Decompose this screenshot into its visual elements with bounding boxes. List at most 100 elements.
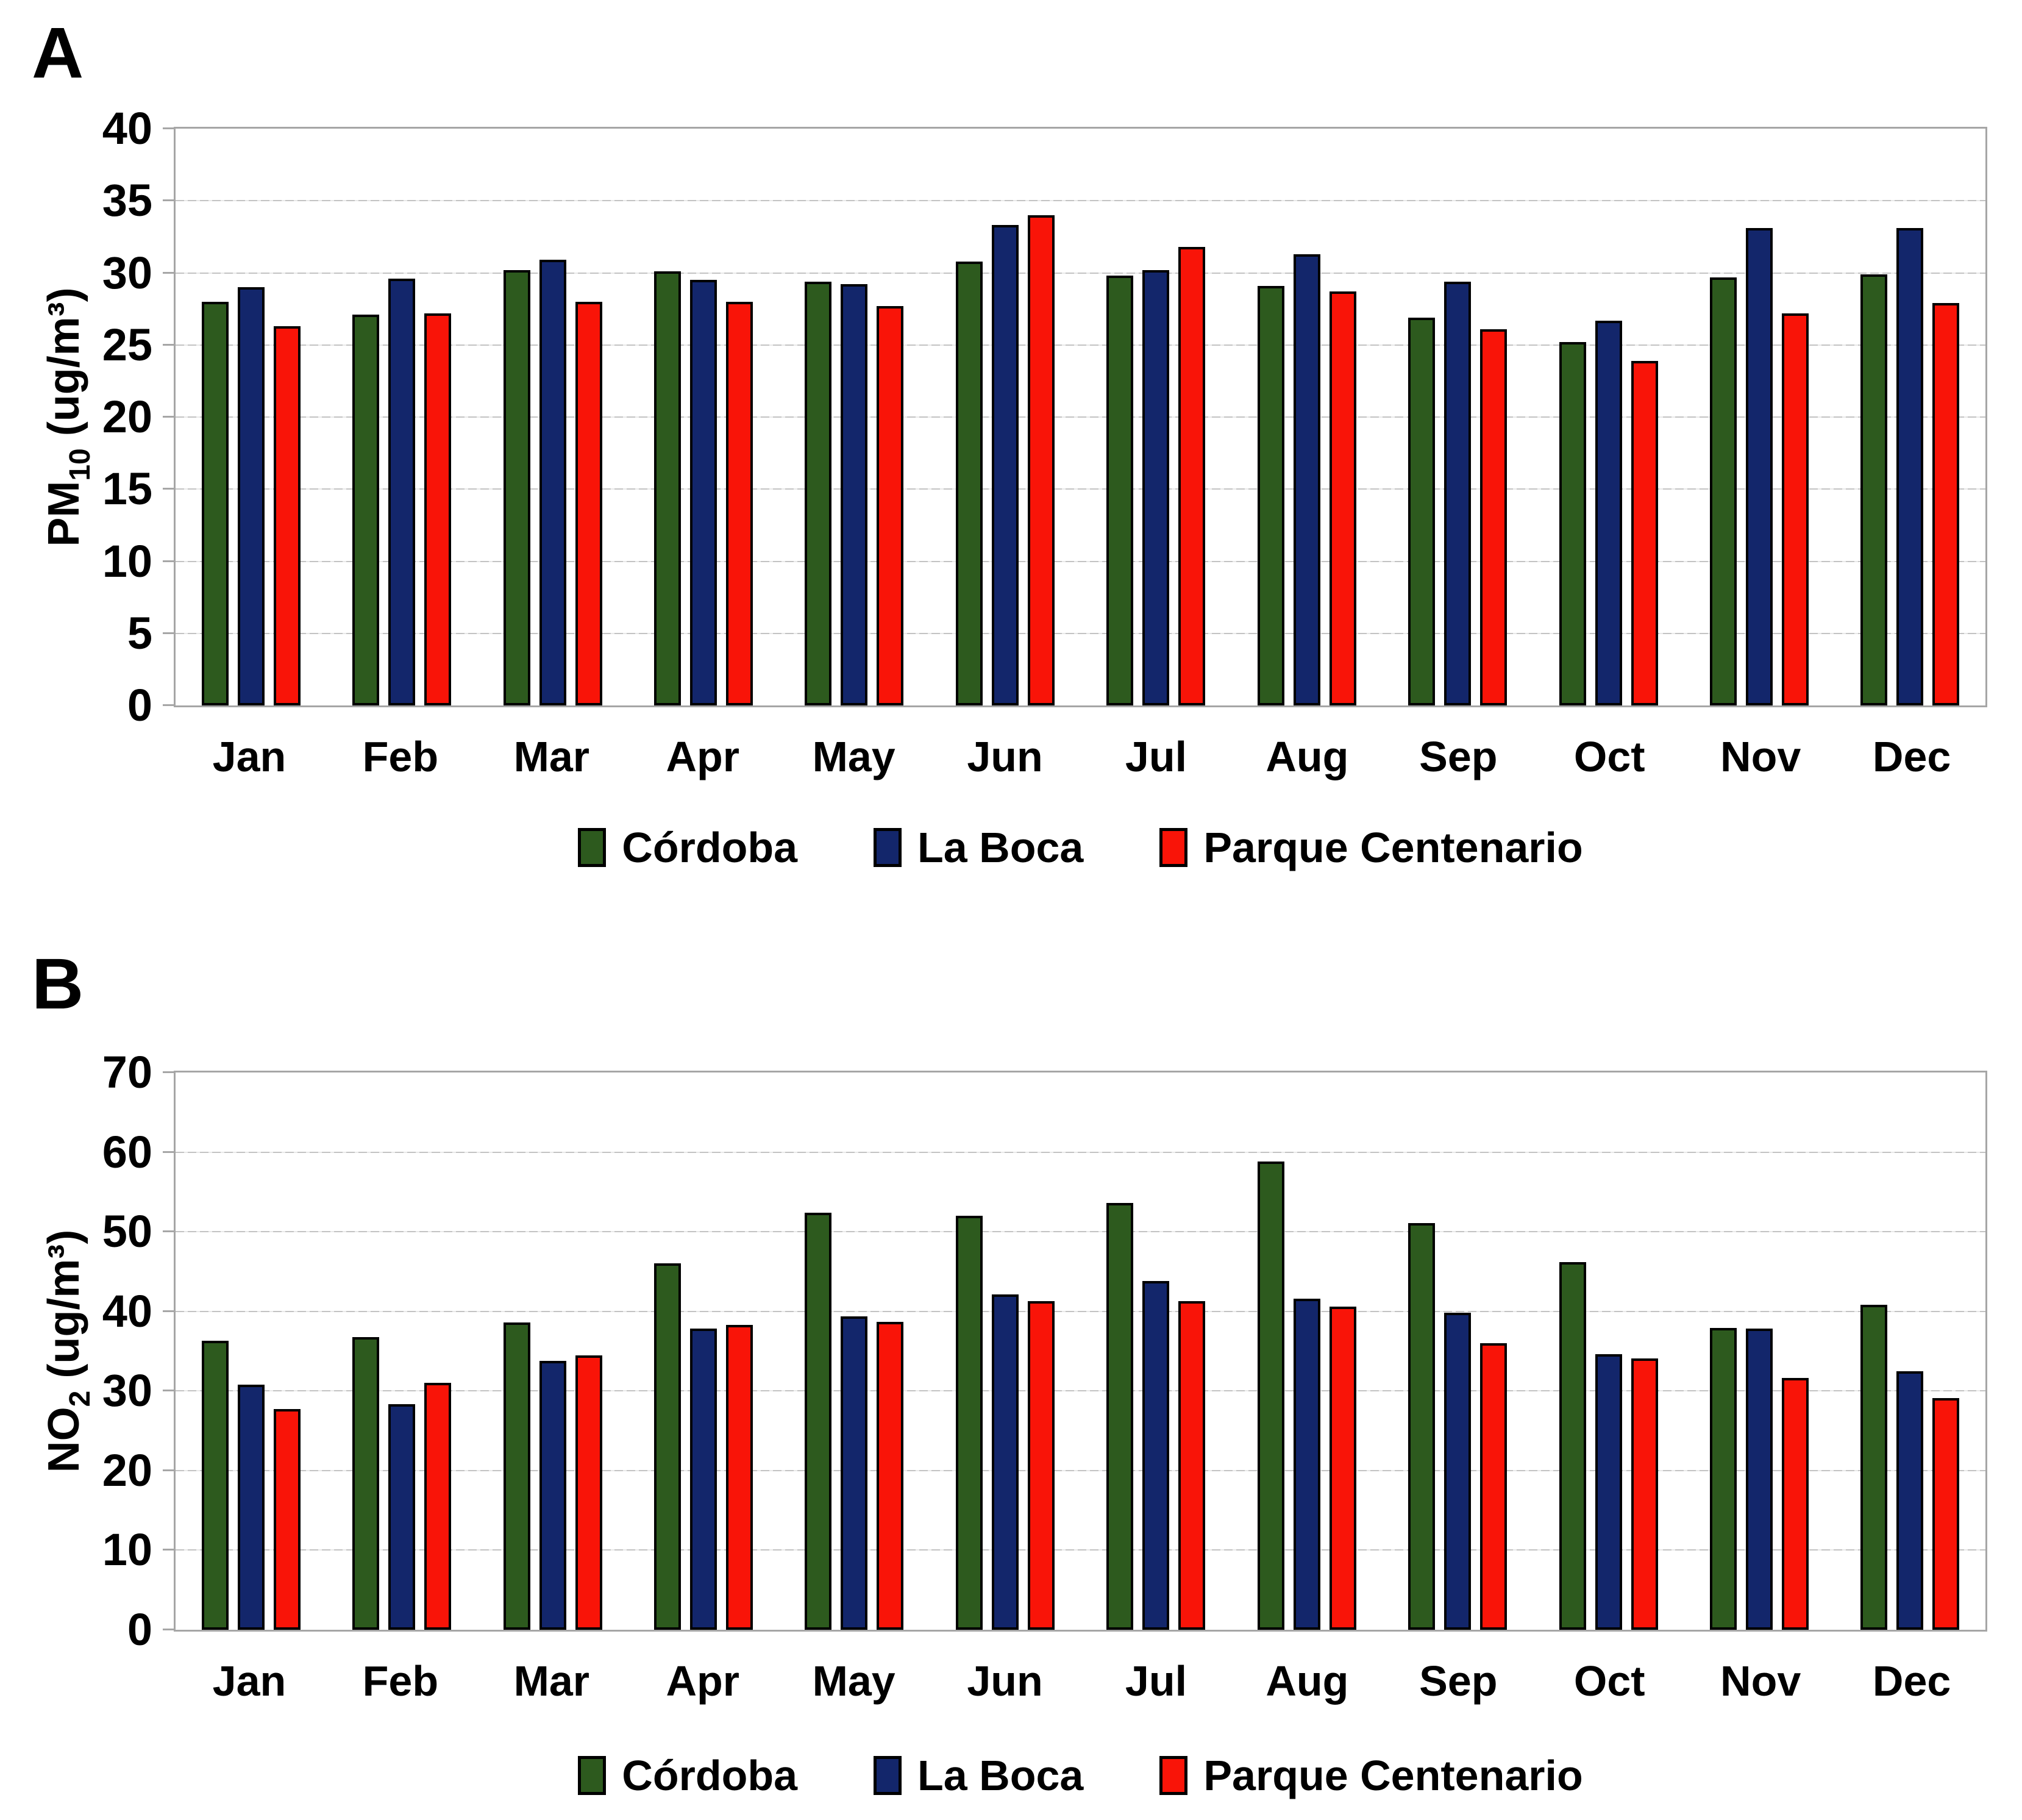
- bar-group-jan: [176, 1072, 326, 1630]
- bar-group-sep: [1382, 1072, 1533, 1630]
- bar-la-boca-may: [841, 1316, 868, 1630]
- bar-la-boca-aug: [1293, 254, 1320, 705]
- bar-la-boca-oct: [1595, 320, 1622, 705]
- bar-group-apr: [628, 129, 778, 705]
- bar-cordoba-jul: [1106, 1203, 1134, 1630]
- bar-la-boca-sep: [1444, 1313, 1472, 1630]
- bar-parque-centenario-oct: [1631, 360, 1658, 705]
- legend-swatch-la-boca: [874, 1756, 902, 1795]
- bar-parque-centenario-mar: [575, 301, 602, 705]
- x-label-jul: Jul: [1125, 1657, 1187, 1705]
- bar-la-boca-may: [841, 284, 868, 705]
- bar-cordoba-dec: [1860, 1305, 1888, 1630]
- bar-group-dec: [1835, 129, 1985, 705]
- bar-parque-centenario-nov: [1781, 313, 1809, 705]
- bar-cordoba-jun: [955, 1216, 983, 1630]
- bar-cordoba-oct: [1559, 342, 1586, 705]
- bar-group-oct: [1533, 1072, 1684, 1630]
- legend-label-cordoba: Córdoba: [622, 1752, 798, 1799]
- bar-parque-centenario-feb: [424, 1383, 452, 1630]
- y-tick-label-30: 30: [102, 1365, 152, 1416]
- bar-cordoba-aug: [1257, 1162, 1284, 1630]
- bar-group-oct: [1533, 129, 1684, 705]
- bar-group-may: [779, 129, 930, 705]
- x-label-aug: Aug: [1266, 733, 1349, 780]
- gridline-35: [176, 200, 1985, 202]
- y-tick-mark-20: [163, 416, 174, 418]
- bar-parque-centenario-oct: [1631, 1358, 1658, 1630]
- bar-parque-centenario-jan: [273, 1409, 301, 1630]
- bar-group-aug: [1231, 1072, 1382, 1630]
- x-label-sep: Sep: [1419, 733, 1498, 780]
- bar-parque-centenario-dec: [1932, 303, 1960, 705]
- y-tick-label-0: 0: [127, 1604, 152, 1655]
- x-label-sep: Sep: [1419, 1657, 1498, 1705]
- bar-group-jun: [930, 1072, 1080, 1630]
- gridline-10: [176, 560, 1985, 562]
- y-tick-label-10: 10: [102, 535, 152, 587]
- y-tick-mark-0: [163, 1629, 174, 1630]
- y-tick-label-60: 60: [102, 1126, 152, 1177]
- bar-parque-centenario-apr: [725, 301, 753, 705]
- y-tick-label-50: 50: [102, 1206, 152, 1257]
- x-label-dec: Dec: [1872, 1657, 1951, 1705]
- x-label-apr: Apr: [666, 1657, 739, 1705]
- x-label-nov: Nov: [1720, 1657, 1801, 1705]
- y-tick-mark-35: [163, 199, 174, 202]
- bar-group-jan: [176, 129, 326, 705]
- bar-group-may: [779, 1072, 930, 1630]
- y-tick-label-40: 40: [102, 103, 152, 154]
- x-label-jan: Jan: [212, 1657, 287, 1705]
- gridline-60: [176, 1151, 1985, 1153]
- y-tick-label-25: 25: [102, 319, 152, 370]
- y-tick-mark-10: [163, 1549, 174, 1551]
- bar-cordoba-nov: [1709, 277, 1737, 705]
- y-tick-label-10: 10: [102, 1524, 152, 1576]
- plot-area-pm10: 0 5 10 15 20 25 30 35 40: [102, 106, 1987, 728]
- bar-parque-centenario-nov: [1781, 1378, 1809, 1630]
- bar-la-boca-mar: [539, 260, 566, 705]
- bar-parque-centenario-aug: [1329, 1306, 1356, 1630]
- legend-swatch-cordoba: [578, 828, 607, 867]
- bar-cordoba-jul: [1106, 276, 1134, 705]
- bar-la-boca-jan: [237, 1384, 265, 1630]
- y-tick-mark-40: [163, 1310, 174, 1312]
- x-label-mar: Mar: [513, 1657, 590, 1705]
- bar-cordoba-mar: [503, 1322, 530, 1630]
- x-label-may: May: [812, 733, 895, 780]
- gridline-30: [176, 272, 1985, 274]
- bar-la-boca-feb: [388, 1404, 416, 1630]
- bar-cordoba-sep: [1408, 1222, 1436, 1630]
- bar-parque-centenario-jun: [1027, 1301, 1055, 1630]
- y-tick-mark-60: [163, 1151, 174, 1153]
- y-tick-mark-40: [163, 127, 174, 129]
- gridline-5: [176, 632, 1985, 634]
- gridline-30: [176, 1390, 1985, 1392]
- x-label-apr: Apr: [666, 733, 739, 780]
- gridline-25: [176, 344, 1985, 346]
- bar-la-boca-sep: [1444, 281, 1472, 705]
- bar-cordoba-apr: [653, 271, 681, 705]
- bar-la-boca-nov: [1745, 228, 1773, 705]
- bar-parque-centenario-jun: [1027, 215, 1055, 705]
- y-tick-mark-30: [163, 271, 174, 274]
- y-tick-mark-50: [163, 1230, 174, 1233]
- panel-b-label: B: [32, 944, 84, 1024]
- legend-item-la-boca: La Boca: [874, 1745, 1083, 1806]
- bar-cordoba-apr: [653, 1263, 681, 1630]
- bar-cordoba-dec: [1860, 274, 1888, 705]
- bar-group-feb: [326, 1072, 477, 1630]
- gridline-20: [176, 416, 1985, 418]
- legend-item-cordoba: Córdoba: [578, 817, 797, 878]
- legend-swatch-cordoba: [578, 1756, 607, 1795]
- y-tick-label-70: 70: [102, 1047, 152, 1097]
- bar-cordoba-feb: [352, 1336, 380, 1630]
- bar-group-apr: [628, 1072, 778, 1630]
- legend-no2: Córdoba La Boca Parque Centenario: [174, 1745, 1987, 1806]
- legend-label-la-boca: La Boca: [917, 1752, 1084, 1799]
- bar-parque-centenario-may: [877, 305, 904, 705]
- plot-area-no2: 0 10 20 30 40 50 60 70: [102, 1050, 1987, 1652]
- panel-a-label: A: [32, 13, 84, 93]
- legend-item-la-boca: La Boca: [874, 817, 1083, 878]
- x-label-jul: Jul: [1125, 733, 1187, 780]
